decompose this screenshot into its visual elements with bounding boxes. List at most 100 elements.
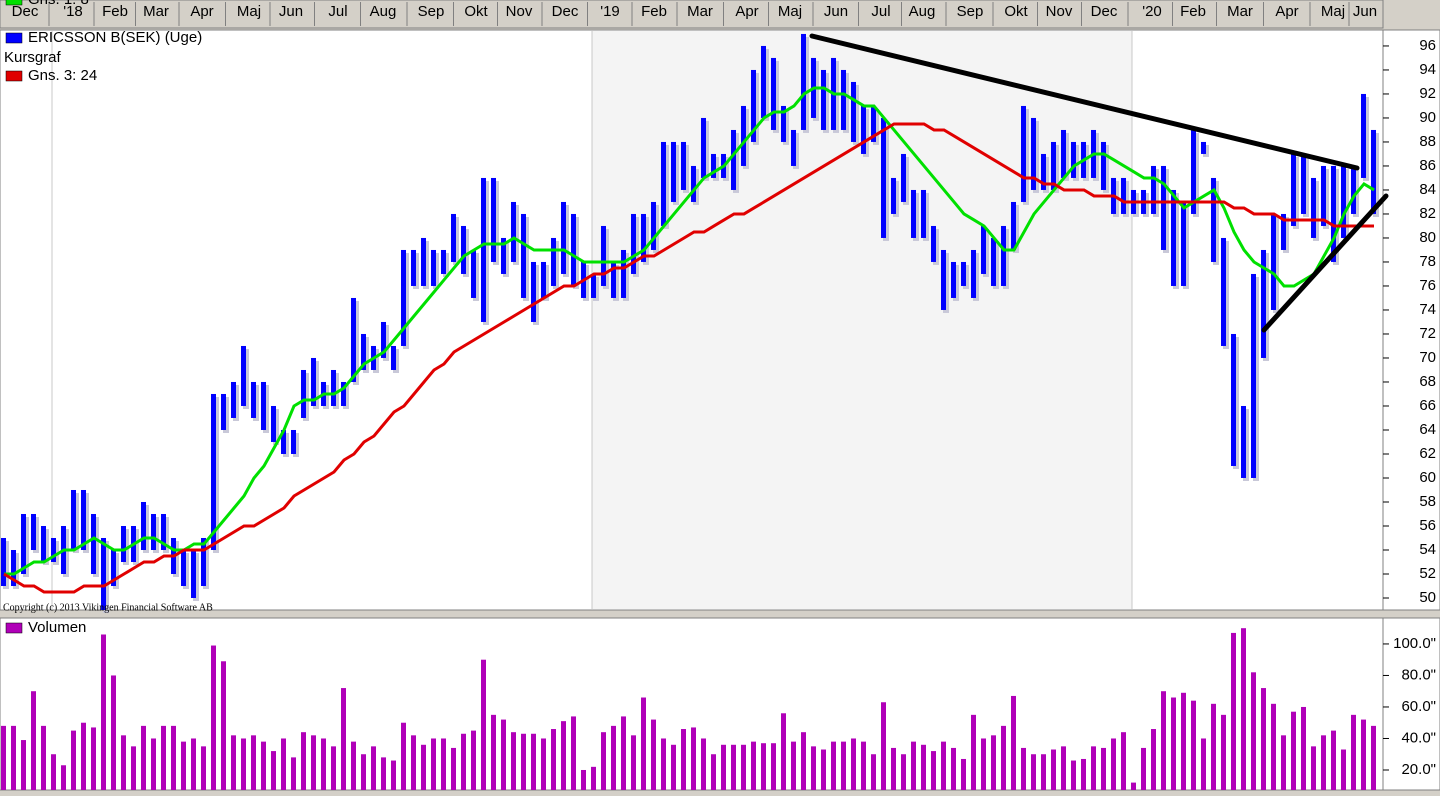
price-bar — [1181, 201, 1186, 286]
volume-bar — [571, 716, 576, 790]
volume-bar — [591, 766, 596, 790]
price-bar — [161, 513, 166, 550]
price-bar — [661, 141, 666, 226]
x-tick-label: Sep — [957, 3, 984, 20]
volume-bar — [1191, 700, 1196, 790]
x-tick-label: Jun — [279, 3, 303, 20]
price-bar — [891, 177, 896, 214]
price-bar — [781, 105, 786, 142]
y-tick-label: 52 — [1419, 565, 1436, 582]
volume-bar — [211, 645, 216, 790]
price-bar — [391, 345, 396, 370]
x-tick-label: Nov — [506, 3, 533, 20]
price-bar — [31, 513, 36, 550]
y-tick-label: 66 — [1419, 397, 1436, 414]
volume-bar — [871, 754, 876, 790]
volume-bar — [411, 735, 416, 790]
x-tick-label: Feb — [641, 3, 667, 20]
price-bar — [291, 429, 296, 454]
y-tick-label: 78 — [1419, 253, 1436, 270]
price-bar — [41, 525, 46, 562]
price-bar — [591, 273, 596, 298]
y-tick-label: 50 — [1419, 589, 1436, 606]
volume-bar — [1171, 697, 1176, 790]
volume-bar — [1101, 747, 1106, 790]
price-bar — [901, 153, 906, 202]
price-bar — [1271, 213, 1276, 310]
price-bar — [1061, 129, 1066, 178]
volume-bar — [1091, 746, 1096, 790]
volume-bar — [1141, 747, 1146, 790]
price-bar — [81, 489, 86, 550]
subtitle: Kursgraf — [4, 49, 62, 66]
price-bar — [111, 549, 116, 586]
price-bar — [1051, 141, 1056, 190]
volume-bar — [11, 725, 16, 790]
volume-bar — [121, 735, 126, 790]
price-bar — [381, 321, 386, 358]
volume-bar — [731, 744, 736, 790]
y-tick-label: 90 — [1419, 109, 1436, 126]
volume-bar — [681, 729, 686, 790]
price-bar — [221, 393, 226, 430]
volume-bar — [1031, 754, 1036, 790]
price-bar — [961, 261, 966, 286]
volume-bar — [941, 741, 946, 790]
volume-bar — [561, 721, 566, 790]
volume-bar — [331, 746, 336, 790]
volume-bar — [481, 659, 486, 790]
y-tick-label: 80.0" — [1401, 666, 1436, 683]
price-bar — [1341, 165, 1346, 238]
x-tick-label: Okt — [1004, 3, 1028, 20]
volume-bar — [751, 741, 756, 790]
volume-bar — [1151, 729, 1156, 790]
volume-bar — [1201, 738, 1206, 790]
volume-bar — [131, 746, 136, 790]
volume-bar — [781, 713, 786, 790]
price-bar — [1291, 153, 1296, 226]
price-bar — [921, 189, 926, 238]
legend-label: Volumen — [28, 619, 86, 636]
volume-bar — [641, 697, 646, 790]
y-tick-label: 64 — [1419, 421, 1436, 438]
volume-bar — [1071, 760, 1076, 790]
price-bar — [1301, 153, 1306, 214]
volume-bar — [631, 735, 636, 790]
x-tick-label: Mar — [143, 3, 169, 20]
x-tick-label: Apr — [735, 3, 758, 20]
volume-bar — [1271, 703, 1276, 790]
y-tick-label: 20.0" — [1401, 761, 1436, 778]
legend-swatch — [5, 70, 23, 82]
price-bar — [231, 381, 236, 418]
trend-line — [809, 33, 1360, 171]
price-bar — [101, 537, 106, 610]
price-bar — [571, 213, 576, 286]
price-bar — [861, 105, 866, 154]
volume-bar — [1161, 691, 1166, 790]
volume-bar — [21, 740, 26, 790]
volume-bar — [1011, 695, 1016, 790]
x-tick-label: Aug — [370, 3, 397, 20]
price-bar — [741, 105, 746, 166]
price-bar — [731, 129, 736, 190]
volume-bar — [431, 738, 436, 790]
volume-bar — [71, 730, 76, 790]
price-bar — [201, 537, 206, 586]
price-bar — [611, 261, 616, 298]
volume-bar — [1301, 706, 1306, 790]
volume-bar — [201, 746, 206, 790]
volume-bar — [511, 732, 516, 790]
volume-bar — [141, 725, 146, 790]
marks — [1, 33, 1379, 790]
price-bar — [471, 249, 476, 298]
volume-bar — [531, 733, 536, 790]
price-bar — [971, 249, 976, 298]
volume-bar — [151, 738, 156, 790]
y-tick-label: 70 — [1419, 349, 1436, 366]
volume-bar — [521, 733, 526, 790]
volume-bar — [581, 769, 586, 790]
price-bar — [841, 69, 846, 130]
price-bar — [1011, 201, 1016, 250]
y-tick-label: 88 — [1419, 133, 1436, 150]
